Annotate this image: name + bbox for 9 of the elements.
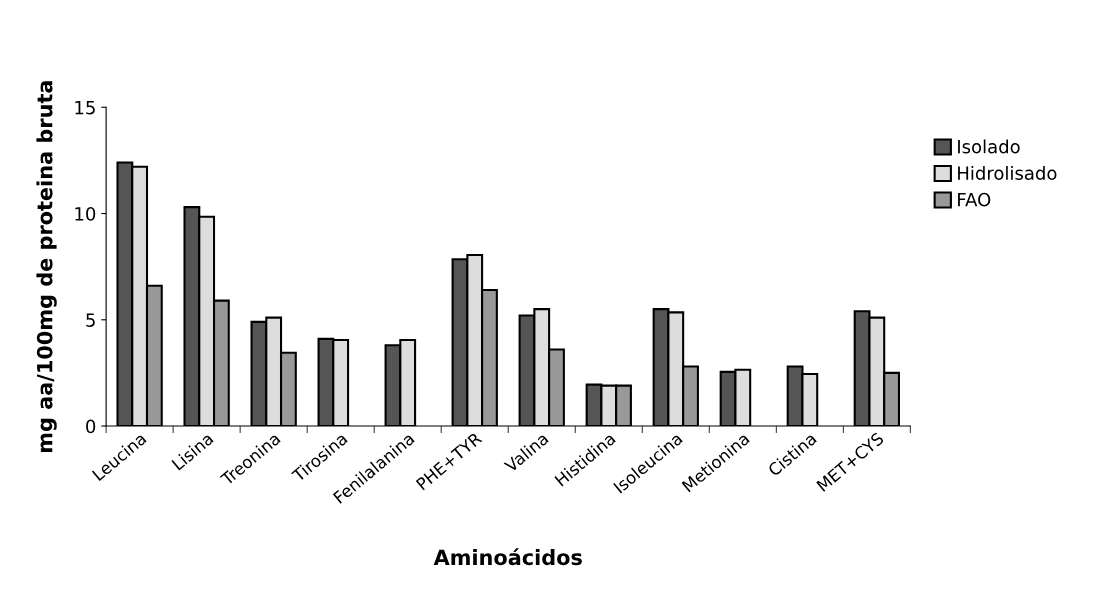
y-tick-label: 10: [75, 206, 96, 221]
legend-label: FAO: [958, 192, 991, 207]
legend-label: Isolado: [958, 139, 1020, 154]
legend-label: Hidrolisado: [958, 165, 1057, 180]
y-tick-label: 0: [86, 419, 96, 434]
y-axis-title: mg aa/100mg de proteina bruta: [36, 81, 57, 453]
y-tick-label: 5: [86, 313, 95, 327]
y-tick-label: 15: [75, 100, 95, 115]
x-axis-title: Aminoácidos: [433, 548, 582, 566]
